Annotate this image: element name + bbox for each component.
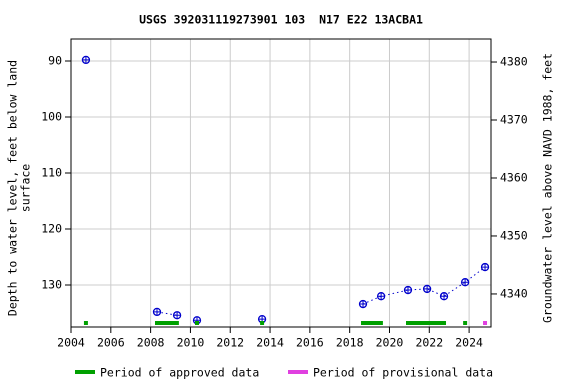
- data-point: [403, 285, 413, 295]
- period-bar: [260, 321, 265, 325]
- x-tick-label: 2008: [137, 336, 165, 350]
- y-tick-label: 90: [48, 54, 62, 68]
- data-point: [480, 262, 490, 272]
- point-cross: [481, 263, 489, 271]
- x-tick-label: 2012: [216, 336, 244, 350]
- y2-tick-label: 4350: [500, 228, 528, 242]
- period-bar: [483, 321, 488, 325]
- data-point: [439, 292, 449, 301]
- period-bar: [155, 321, 179, 325]
- x-tick-label: 2010: [177, 336, 205, 350]
- period-bar: [406, 321, 447, 325]
- point-cross: [173, 311, 181, 319]
- y2-tick-label: 4380: [500, 55, 528, 69]
- x-tick-label: 2004: [57, 336, 85, 350]
- period-bar: [361, 321, 383, 325]
- x-tick-label: 2024: [455, 336, 483, 350]
- data-point: [81, 55, 91, 65]
- legend-label: Period of approved data: [100, 366, 259, 380]
- point-cross: [423, 285, 431, 293]
- y-axis-label: surface: [19, 164, 33, 213]
- period-bar: [83, 321, 88, 325]
- point-cross: [153, 308, 161, 316]
- period-bar: [463, 321, 468, 325]
- period-bar: [195, 321, 199, 325]
- y2-tick-label: 4340: [500, 286, 528, 300]
- plot-frame: [70, 38, 492, 328]
- point-cross: [359, 300, 367, 308]
- y-tick-label: 110: [41, 166, 62, 180]
- x-tick-label: 2020: [376, 336, 404, 350]
- y2-tick-label: 4370: [500, 113, 528, 127]
- point-cross: [440, 292, 448, 300]
- point-cross: [82, 56, 90, 64]
- y2-tick-label: 4360: [500, 170, 528, 184]
- y-tick-label: 120: [41, 222, 62, 236]
- data-point: [358, 299, 368, 309]
- point-cross: [404, 286, 412, 294]
- x-tick-label: 2016: [296, 336, 324, 350]
- y-tick-label: 130: [41, 278, 62, 292]
- data-point: [422, 284, 432, 294]
- data-point: [152, 307, 162, 317]
- x-tick-label: 2006: [97, 336, 125, 350]
- data-line: [156, 311, 178, 316]
- point-cross: [377, 292, 385, 300]
- data-point: [376, 292, 386, 301]
- y-tick-label: 100: [41, 110, 62, 124]
- legend-label: Period of provisional data: [313, 366, 493, 380]
- data-point: [460, 278, 470, 287]
- x-tick-label: 2018: [336, 336, 364, 350]
- chart-title: USGS 392031119273901 103 N17 E22 13ACBA1: [139, 13, 423, 27]
- y-axis-label: Depth to water level, feet below land: [6, 60, 20, 316]
- x-tick-label: 2014: [256, 336, 284, 350]
- data-point: [172, 311, 182, 320]
- y2-axis-label: Groundwater level above NAVD 1988, feet: [541, 53, 555, 323]
- x-tick-label: 2022: [415, 336, 443, 350]
- point-cross: [461, 278, 469, 286]
